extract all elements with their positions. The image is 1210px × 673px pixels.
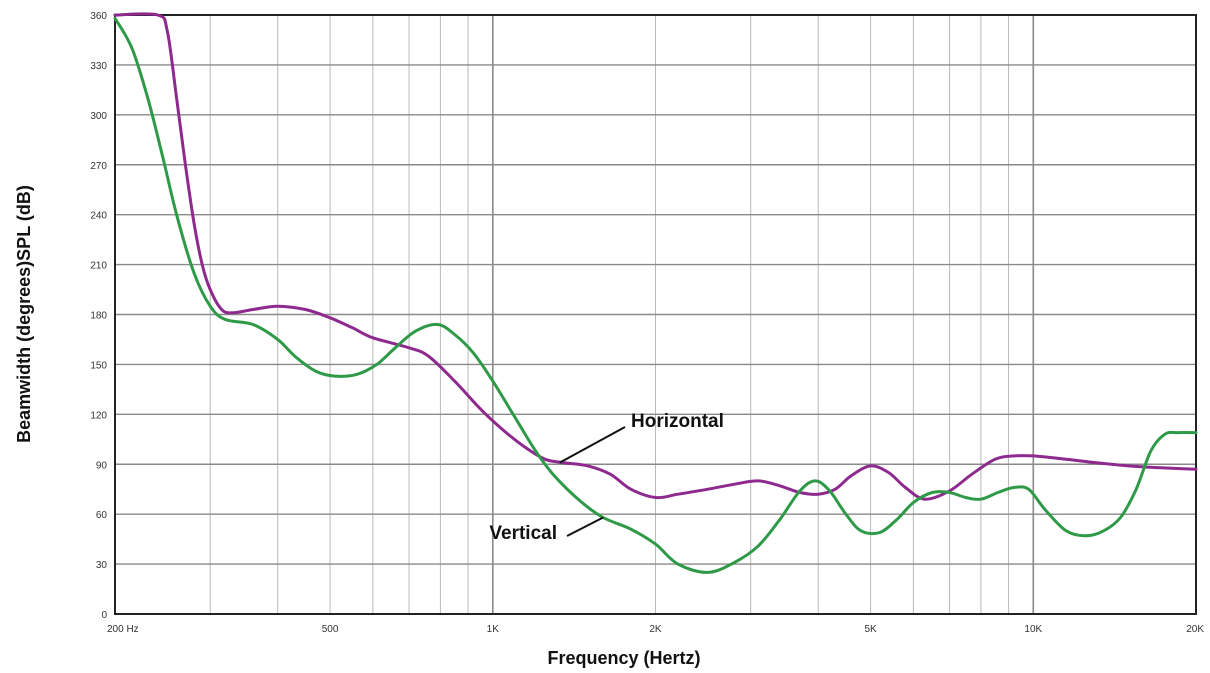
- x-tick-label: 2K: [649, 624, 662, 635]
- x-axis-title: Frequency (Hertz): [547, 648, 700, 668]
- leader-horizontal: [559, 426, 626, 464]
- y-tick-label: 270: [90, 161, 107, 172]
- x-tick-label: 500: [322, 624, 339, 635]
- y-tick-label: 60: [96, 510, 108, 521]
- annotation-horizontal: Horizontal: [631, 411, 724, 432]
- series-lines: [113, 12, 1198, 574]
- annotation-leaders: [559, 426, 626, 537]
- annotation-labels: Horizontal Vertical: [489, 411, 724, 544]
- y-tick-label: 30: [96, 560, 108, 571]
- y-tick-label: 150: [90, 360, 107, 371]
- y-tick-label: 210: [90, 261, 107, 272]
- y-tick-label: 330: [90, 61, 107, 72]
- x-tick-label: 5K: [864, 624, 877, 635]
- y-tick-label: 0: [101, 610, 107, 621]
- y-tick-labels: 0 30 60 90 120 150 180 210 240 270 300 330 360: [90, 11, 107, 621]
- series-line-horizontal: [113, 12, 1198, 501]
- y-tick-label: 180: [90, 311, 107, 322]
- y-tick-label: 300: [90, 111, 107, 122]
- plot-frame: [114, 14, 1197, 615]
- y-tick-label: 120: [90, 410, 107, 421]
- x-tick-labels: 200 Hz 500 1K 2K 5K 10K 20K: [107, 624, 1204, 635]
- y-tick-label: 360: [90, 11, 107, 22]
- x-tick-label: 200 Hz: [107, 624, 139, 635]
- x-tick-label: 10K: [1024, 624, 1042, 635]
- plot-border: [114, 14, 1197, 615]
- series-line-vertical: [113, 16, 1198, 574]
- major-gridlines: [115, 14, 1196, 615]
- y-tick-label: 240: [90, 211, 107, 222]
- leader-vertical: [566, 516, 604, 537]
- annotation-vertical: Vertical: [489, 523, 557, 544]
- y-tick-label: 90: [96, 460, 108, 471]
- x-tick-label: 1K: [487, 624, 500, 635]
- x-tick-label: 20K: [1186, 624, 1204, 635]
- y-axis-title: Beamwidth (degrees)SPL (dB): [14, 185, 34, 443]
